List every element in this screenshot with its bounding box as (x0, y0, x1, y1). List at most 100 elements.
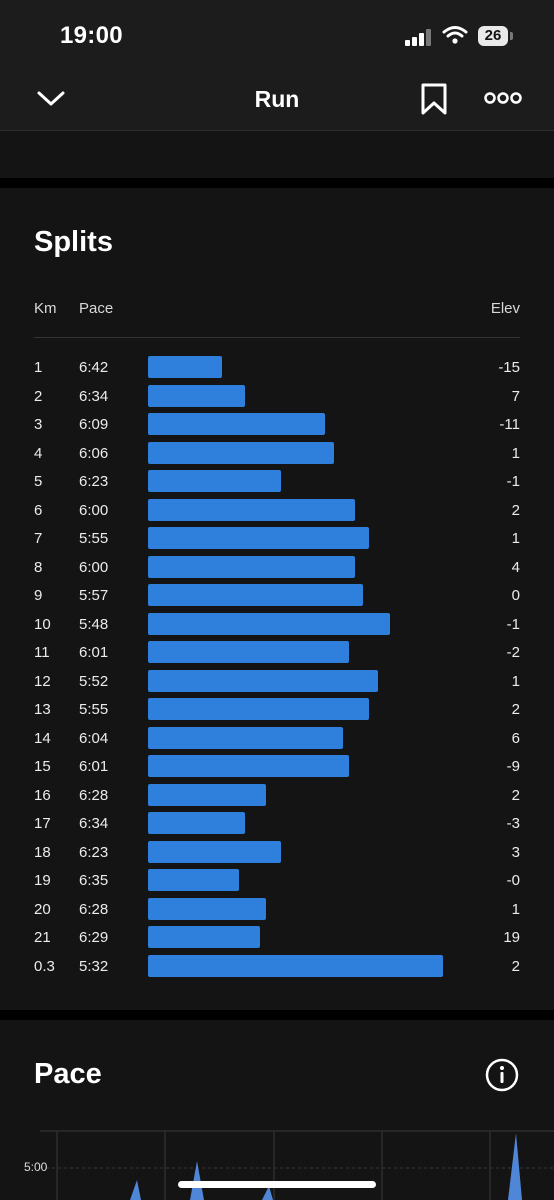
pace-y-tick-label: 5:00 (24, 1160, 48, 1174)
bookmark-icon[interactable] (420, 82, 448, 116)
split-elev: -15 (498, 359, 520, 376)
split-pace: 6:04 (79, 729, 109, 747)
split-elev: 19 (503, 929, 520, 946)
column-header-km: Km (34, 300, 57, 317)
home-indicator[interactable] (178, 1181, 376, 1188)
split-km: 15 (34, 758, 51, 775)
split-km: 0.3 (34, 957, 55, 975)
info-icon[interactable] (485, 1058, 519, 1092)
split-elev: 2 (511, 701, 520, 718)
split-pace: 6:00 (79, 501, 109, 519)
split-km: 4 (34, 444, 43, 462)
split-pace-bar (148, 726, 343, 749)
battery-tip (510, 32, 513, 40)
split-pace-bar (148, 498, 355, 521)
more-icon[interactable] (484, 90, 522, 106)
split-row: 15 6:01 -9 (0, 752, 554, 780)
split-row: 8 6:00 4 (0, 553, 554, 581)
column-header-elev: Elev (490, 300, 520, 317)
split-pace-bar (148, 698, 369, 720)
split-pace-bar (148, 413, 325, 435)
split-row: 2 6:34 7 (0, 382, 554, 410)
split-row: 19 6:35 -0 (0, 866, 554, 894)
split-pace-bar (148, 783, 266, 806)
split-row: 21 6:29 19 (0, 923, 554, 951)
split-km: 7 (34, 530, 43, 547)
column-header-pace: Pace (79, 300, 114, 317)
split-pace: 6:29 (79, 929, 109, 946)
split-pace-bar (148, 869, 239, 891)
split-elev: -9 (506, 758, 520, 775)
split-pace-bar (148, 527, 369, 549)
pace-chart-spike (130, 1180, 141, 1200)
split-pace-bar (148, 840, 281, 863)
splits-title: Splits (34, 226, 113, 258)
split-row: 9 5:57 0 (0, 581, 554, 609)
split-pace-bar (148, 641, 349, 663)
split-km: 10 (34, 615, 51, 633)
split-km: 9 (34, 587, 43, 604)
split-km: 1 (34, 359, 43, 376)
split-row: 12 5:52 1 (0, 667, 554, 695)
split-pace-bar (148, 441, 334, 464)
split-pace-bar (148, 470, 281, 492)
split-pace-bar (148, 755, 349, 777)
page-title: Run (254, 86, 300, 112)
split-pace-bar (148, 669, 378, 692)
split-pace: 6:09 (79, 416, 109, 433)
split-pace: 6:23 (79, 843, 109, 861)
split-elev: -1 (506, 615, 520, 633)
pace-chart (40, 1130, 554, 1200)
split-km: 8 (34, 558, 43, 576)
split-pace-bar (148, 926, 260, 948)
split-row: 0.3 5:32 2 (0, 952, 554, 980)
pace-card: Pace 5:00 (0, 1020, 554, 1200)
split-pace: 5:32 (79, 957, 109, 975)
split-pace-bar (148, 612, 390, 635)
split-elev: 2 (511, 501, 520, 519)
split-km: 11 (34, 644, 50, 661)
header-divider (34, 337, 520, 338)
split-pace: 6:28 (79, 900, 109, 918)
status-time: 19:00 (60, 22, 123, 49)
split-pace: 5:52 (79, 672, 109, 690)
cellular-signal-icon (405, 28, 433, 46)
split-pace: 5:55 (79, 530, 109, 547)
wifi-icon (442, 26, 468, 44)
split-elev: 1 (511, 530, 520, 547)
split-km: 19 (34, 872, 51, 889)
split-elev: 1 (511, 672, 520, 690)
split-pace: 6:00 (79, 558, 109, 576)
nav-bar: Run (0, 70, 554, 131)
status-bar: 19:00 26 (0, 0, 554, 70)
split-km: 18 (34, 843, 51, 861)
split-pace-bar (148, 356, 222, 378)
split-elev: 1 (511, 900, 520, 918)
split-row: 16 6:28 2 (0, 781, 554, 809)
split-row: 7 5:55 1 (0, 524, 554, 552)
split-km: 17 (34, 815, 51, 832)
split-row: 20 6:28 1 (0, 895, 554, 923)
split-row: 17 6:34 -3 (0, 809, 554, 837)
split-elev: 4 (511, 558, 520, 576)
split-row: 4 6:06 1 (0, 439, 554, 467)
split-row: 14 6:04 6 (0, 724, 554, 752)
split-km: 6 (34, 501, 43, 519)
split-pace: 5:57 (79, 587, 109, 604)
split-elev: 2 (511, 786, 520, 804)
split-km: 21 (34, 929, 51, 946)
pace-title: Pace (34, 1058, 102, 1090)
pace-chart-spike (262, 1186, 273, 1200)
pace-chart-spike (190, 1161, 204, 1200)
split-row: 11 6:01 -2 (0, 638, 554, 666)
split-row: 1 6:42 -15 (0, 353, 554, 381)
split-elev: 7 (511, 387, 520, 405)
split-row: 10 5:48 -1 (0, 610, 554, 638)
split-km: 2 (34, 387, 43, 405)
split-pace: 6:28 (79, 786, 109, 804)
split-km: 13 (34, 701, 51, 718)
split-row: 13 5:55 2 (0, 695, 554, 723)
split-pace-bar (148, 584, 363, 606)
split-pace: 6:06 (79, 444, 109, 462)
chevron-down-icon[interactable] (36, 88, 66, 110)
